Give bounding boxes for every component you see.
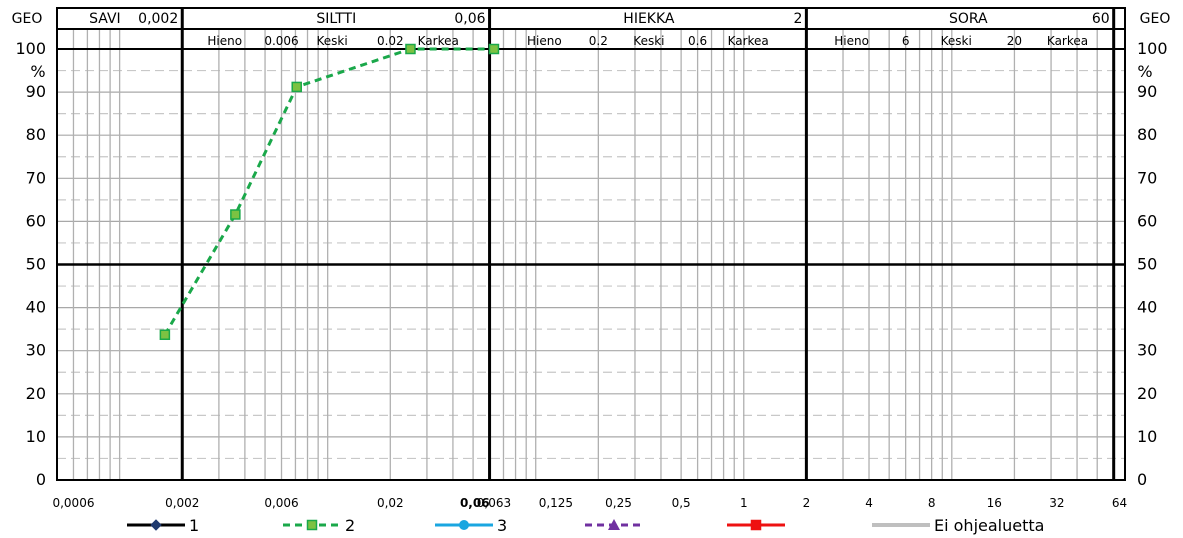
legend-marker: [150, 519, 162, 531]
y-tick-label-right: 30: [1137, 341, 1157, 360]
subfraction-label: 6: [902, 34, 910, 48]
y-tick-label-left: 0: [36, 470, 46, 489]
x-tick-label: 0,125: [539, 496, 573, 510]
y-tick-label-left: 80: [26, 125, 46, 144]
subfraction-label: Karkea: [1047, 34, 1088, 48]
x-tick-label: 4: [865, 496, 873, 510]
y-tick-label-right: 70: [1137, 168, 1157, 187]
subfraction-label: Keski: [316, 34, 347, 48]
data-point: [230, 209, 241, 220]
legend-item: 3: [435, 516, 507, 535]
data-series: [159, 43, 500, 341]
x-tick-label: 64: [1112, 496, 1127, 510]
data-point: [159, 329, 171, 341]
subfraction-label: Hieno: [207, 34, 242, 48]
x-tick-label: 1: [740, 496, 748, 510]
legend-label: 2: [345, 516, 355, 535]
y-tick-label-right: 20: [1137, 384, 1157, 403]
fraction-boundary-label: 0,06: [454, 11, 485, 27]
chart-header: GEO GEO SAVI SILTTI HIEKKA SORA 0,002 0,06 2 60 Hi…: [12, 11, 1171, 48]
fraction-label: HIEKKA: [623, 11, 675, 27]
legend-marker: [608, 519, 620, 530]
x-tick-label: 0,063: [477, 496, 511, 510]
fraction-label: SAVI: [89, 11, 121, 27]
y-tick-label-left: 60: [26, 211, 46, 230]
x-tick-label: 8: [928, 496, 936, 510]
fraction-boundary-label: 2: [793, 11, 802, 27]
legend-item: [585, 519, 643, 530]
subfraction-label: Keski: [633, 34, 664, 48]
fraction-label: SILTTI: [316, 11, 356, 27]
subfraction-label: 0.6: [688, 34, 707, 48]
y-tick-label-left: 20: [26, 384, 46, 403]
x-tick-label: 16: [987, 496, 1002, 510]
x-tick-label: 0,25: [605, 496, 632, 510]
subfraction-label: Hieno: [834, 34, 869, 48]
y-tick-label-right: 60: [1137, 211, 1157, 230]
subfraction-label: Karkea: [418, 34, 459, 48]
legend: 1 2 3 Ei ohjealuetta: [127, 516, 1044, 535]
y-tick-label-left: 90: [26, 82, 46, 101]
data-point: [291, 81, 302, 93]
subfraction-label: 20: [1007, 34, 1022, 48]
data-point: [405, 43, 416, 55]
x-tick-label: 32: [1049, 496, 1064, 510]
fraction-label: SORA: [949, 11, 988, 27]
x-tick-label: 0,02: [377, 496, 404, 510]
x-tick-label: 0,002: [165, 496, 199, 510]
x-tick-label: 0,5: [672, 496, 691, 510]
y-axis-right: 0 10 20 30 40 50 60 70 80 90 100%: [1137, 39, 1168, 489]
y-tick-label-left: 100: [15, 39, 46, 58]
x-tick-label: 2: [803, 496, 811, 510]
subfraction-label: Karkea: [728, 34, 769, 48]
legend-label: 3: [497, 516, 507, 535]
y-tick-label-right: 50: [1137, 255, 1157, 274]
legend-item: [727, 519, 785, 531]
y-tick-label-right: 10: [1137, 427, 1157, 446]
x-axis: 0,0006 0,002 0,006 0,02 0,063 0,125 0,25 0,5 1 2 4…: [52, 496, 1127, 510]
y-tick-label-left: 70: [26, 168, 46, 187]
subfraction-label: 0.2: [589, 34, 608, 48]
subfraction-label: 0.006: [264, 34, 298, 48]
geo-label-right: GEO: [1140, 11, 1171, 27]
y-unit-right: %: [1137, 62, 1152, 81]
fraction-boundary-label: 0,002: [138, 11, 178, 27]
y-tick-label-left: 30: [26, 341, 46, 360]
y-tick-label-right: 40: [1137, 298, 1157, 317]
y-tick-label-right: 80: [1137, 125, 1157, 144]
y-unit-left: %: [30, 62, 45, 81]
legend-marker: [306, 519, 318, 531]
y-tick-label-right: 0: [1137, 470, 1147, 489]
y-tick-label-right: 90: [1137, 82, 1157, 101]
y-axis-left: 0 10 20 30 40 50 60 70 80 90 100%: [15, 39, 46, 489]
legend-label: 1: [189, 516, 199, 535]
legend-label: Ei ohjealuetta: [934, 516, 1044, 535]
geo-label-left: GEO: [12, 11, 43, 27]
x-tick-label-bold: 0,06: [460, 496, 490, 510]
y-tick-label-right: 100: [1137, 39, 1168, 58]
minor-gridlines: [57, 29, 1125, 480]
legend-item: 2: [283, 516, 355, 535]
fraction-boundary-label: 60: [1092, 11, 1110, 27]
legend-item: 1: [127, 516, 199, 535]
subfraction-label: Hieno: [527, 34, 562, 48]
data-point: [488, 43, 500, 55]
major-gridlines: [56, 7, 1126, 481]
legend-marker: [750, 519, 762, 531]
x-tick-label: 0,006: [264, 496, 298, 510]
y-tick-label-left: 10: [26, 427, 46, 446]
plot-frame: [56, 7, 1126, 481]
legend-item: Ei ohjealuetta: [872, 516, 1044, 535]
y-tick-label-left: 50: [26, 255, 46, 274]
subfraction-label: Keski: [941, 34, 972, 48]
subfraction-label: 0.02: [377, 34, 404, 48]
legend-marker: [459, 520, 469, 530]
y-tick-label-left: 40: [26, 298, 46, 317]
x-tick-label: 0,0006: [52, 496, 94, 510]
